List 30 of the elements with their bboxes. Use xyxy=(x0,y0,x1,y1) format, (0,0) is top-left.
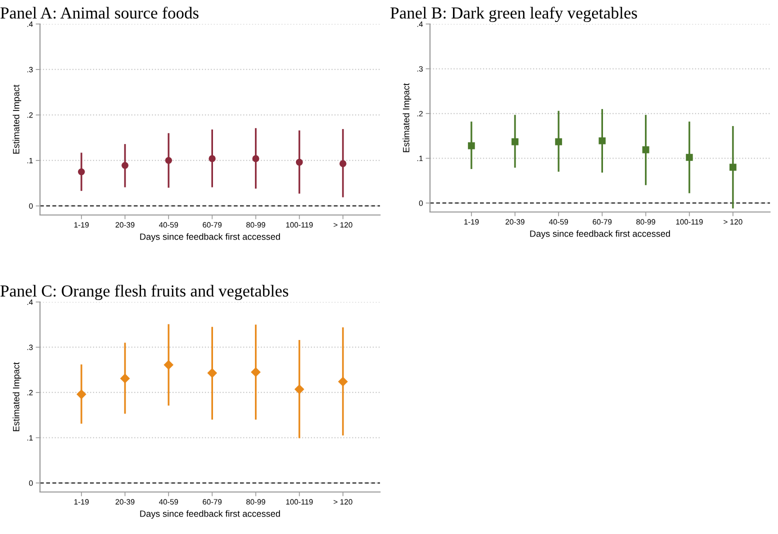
point xyxy=(468,142,475,150)
x-axis-title: Days since feedback first accessed xyxy=(530,230,670,239)
point xyxy=(598,137,606,144)
point xyxy=(208,155,216,162)
point xyxy=(251,367,260,377)
point xyxy=(252,155,260,162)
point xyxy=(512,138,518,146)
point xyxy=(164,360,174,370)
y-axis-title: Estimated Impact xyxy=(12,362,22,432)
point xyxy=(555,138,562,146)
x-axis-title: Days since feedback first accessed xyxy=(140,510,280,519)
point xyxy=(338,376,348,386)
point xyxy=(208,368,217,378)
point xyxy=(686,154,693,161)
y-axis-title: Estimated Impact xyxy=(12,84,22,154)
point xyxy=(642,146,650,154)
point xyxy=(294,384,304,394)
point xyxy=(78,168,85,176)
point xyxy=(296,158,303,166)
y-axis-title: Estimated Impact xyxy=(402,83,412,152)
point xyxy=(120,374,130,384)
point xyxy=(729,164,736,171)
chart-title: Panel A: Animal source foods xyxy=(0,6,198,19)
point xyxy=(165,156,172,164)
x-axis-title: Days since feedback first accessed xyxy=(140,233,280,242)
point xyxy=(76,390,86,399)
point xyxy=(122,162,128,169)
chart-title: Panel C: Orange flesh fruits and vegetables xyxy=(0,284,288,300)
point xyxy=(339,160,346,168)
chart-title: Panel B: Dark green leafy vegetables xyxy=(390,6,637,22)
